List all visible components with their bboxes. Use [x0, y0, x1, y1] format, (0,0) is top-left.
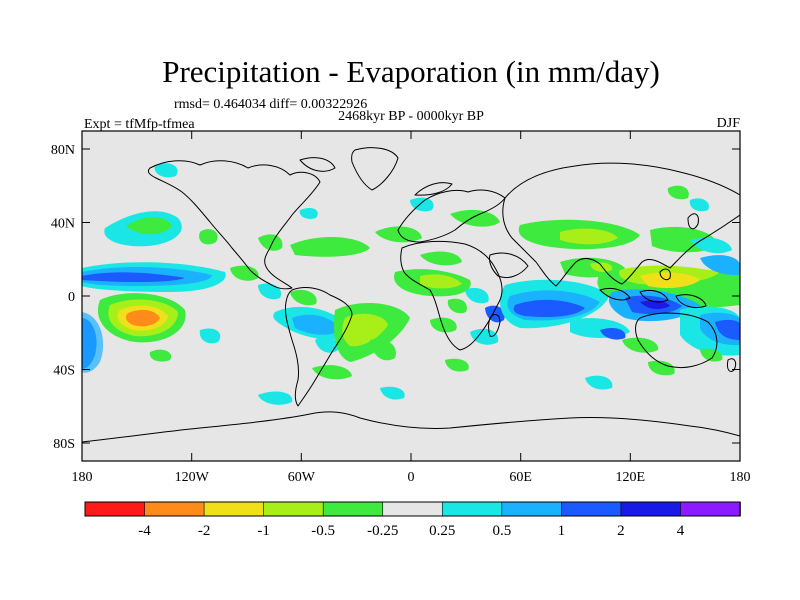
colorbar-swatch: [620, 501, 682, 517]
y-tick-label: 40S: [53, 364, 75, 379]
colorbar-swatch: [680, 501, 741, 517]
x-tick-label: 120W: [175, 470, 210, 485]
experiment-label: Expt = tfMfp-tfmea: [84, 117, 195, 132]
y-tick-label: 80S: [53, 437, 75, 452]
colorbar-swatch: [263, 501, 324, 517]
x-tick-label: 0: [408, 470, 415, 485]
colorbar-swatch: [203, 501, 265, 517]
y-tick-label: 80N: [51, 143, 75, 158]
colorbar-label: -0.5: [311, 523, 335, 539]
colorbar-swatch: [561, 501, 622, 517]
colorbar-label: -4: [138, 523, 151, 539]
coastlines: [82, 147, 740, 443]
x-tick-label: 60E: [509, 470, 532, 485]
x-tick-label: 120E: [616, 470, 646, 485]
colorbar-swatch: [382, 501, 444, 517]
colorbar-label: -2: [198, 523, 211, 539]
y-tick-label: 40N: [51, 217, 75, 232]
colorbar-label: -1: [257, 523, 270, 539]
colorbar-swatch: [501, 501, 563, 517]
stats-text: rmsd= 0.464034 diff= 0.00322926: [174, 97, 367, 112]
y-tick-labels: 80N 40N 0 40S 80S: [51, 143, 75, 452]
colorbar-frame: [84, 501, 741, 517]
x-tick-label: 180: [72, 470, 93, 485]
colorbar-swatch: [84, 501, 146, 517]
x-tick-label: 60W: [288, 470, 316, 485]
colorbar-label: 0.25: [429, 523, 455, 539]
colorbar: -4 -2 -1 -0.5 -0.25 0.25 0.5 1 2 4: [84, 501, 741, 539]
map-panel: 180 120W 60W 0 60E 120E 180 80N 40N 0 40…: [51, 130, 751, 485]
colorbar-label: -0.25: [367, 523, 398, 539]
colorbar-label: 4: [677, 523, 685, 539]
anomaly-fields: [82, 163, 740, 405]
y-ticks: [82, 148, 740, 444]
colorbar-label: 0.5: [492, 523, 511, 539]
y-tick-label: 0: [68, 290, 75, 305]
x-tick-label: 180: [730, 470, 751, 485]
figure-title: Precipitation - Evaporation (in mm/day): [162, 54, 660, 89]
colorbar-label: 1: [558, 523, 566, 539]
x-ticks: [81, 131, 741, 461]
colorbar-label: 2: [617, 523, 625, 539]
colorbar-swatch: [144, 501, 205, 517]
x-tick-labels: 180 120W 60W 0 60E 120E 180: [72, 470, 751, 485]
colorbar-swatch: [322, 501, 384, 517]
season-label: DJF: [717, 116, 741, 131]
colorbar-swatch: [441, 501, 503, 517]
period-text: 2468kyr BP - 0000kyr BP: [338, 109, 484, 124]
